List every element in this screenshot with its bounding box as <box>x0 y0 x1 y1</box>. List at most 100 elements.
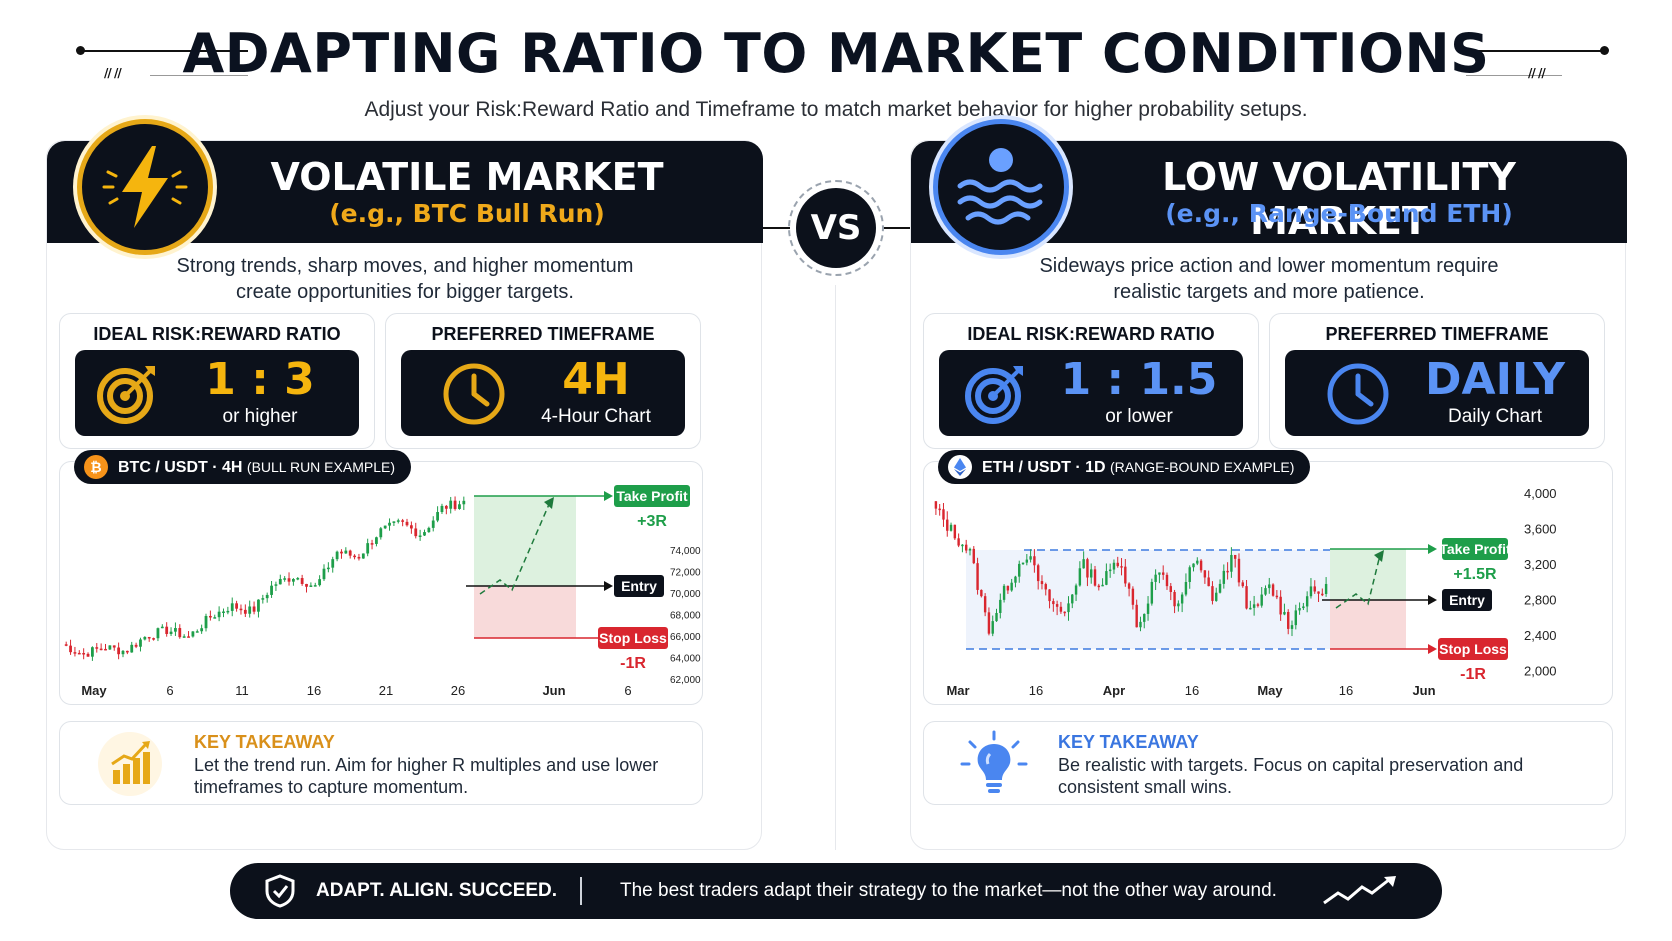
candle-body <box>414 528 418 537</box>
candle-body <box>274 584 278 586</box>
candle-body <box>147 636 151 639</box>
y-tick-label: 68,000 <box>670 611 701 622</box>
candle-body <box>1268 584 1271 589</box>
low-vol-subtitle: (e.g., Range-Bound ETH) <box>1165 199 1513 228</box>
lightbulb-icon <box>960 730 1028 793</box>
candle-body <box>1071 594 1074 604</box>
candle-body <box>305 583 308 587</box>
take-profit-zone <box>1330 549 1406 600</box>
candle-body <box>287 578 291 582</box>
take-profit-label: Take Profit <box>1439 541 1511 557</box>
candle-body <box>208 615 212 618</box>
candle-body <box>383 525 387 529</box>
candle-body <box>1192 563 1195 568</box>
candle-body <box>191 631 195 637</box>
x-tick-label: 26 <box>451 683 465 698</box>
low-vol-panel: LOW VOLATILITY MARKET (e.g., Range-Bound… <box>910 119 1627 850</box>
candle-body <box>125 650 129 653</box>
candle-body <box>292 579 295 582</box>
projected-path <box>479 501 551 595</box>
candle-body <box>375 537 378 544</box>
volatile-takeaway-text: Let the trend run. Aim for higher R mult… <box>194 755 659 797</box>
candle-body <box>1279 596 1282 615</box>
candle-body <box>961 544 964 547</box>
candle-body <box>134 644 138 647</box>
panel-divider <box>835 285 836 850</box>
candle-body <box>261 598 265 600</box>
waves-icon-circle <box>933 119 1069 255</box>
lightning-icon <box>102 146 188 228</box>
eth-chart: 4,000 3,600 3,200 2,800 2,400 2,000 Mar 16 Apr 16… <box>934 486 1557 698</box>
x-tick-label: May <box>81 683 107 698</box>
take-profit-r: +3R <box>637 513 667 530</box>
x-tick-label: 6 <box>166 683 173 698</box>
candle-body <box>95 647 99 649</box>
candle-body <box>156 628 160 639</box>
candle-body <box>257 599 260 612</box>
candle-body <box>1324 583 1328 594</box>
candle-body <box>946 519 949 531</box>
y-tick-label: 4,000 <box>1524 486 1557 501</box>
candle-body <box>1264 588 1267 595</box>
volatile-timeframe-value: 4H <box>562 354 630 405</box>
low-vol-timeframe-note: Daily Chart <box>1448 406 1542 427</box>
volatile-description-line2: create opportunities for bigger targets. <box>236 281 574 303</box>
low-vol-timeframe-card: PREFERRED TIMEFRAME DAILY Daily Chart <box>1269 313 1605 449</box>
header-deco-thin-left <box>150 75 248 76</box>
candle-body <box>983 596 987 613</box>
candle-body <box>204 615 208 629</box>
btc-chart-card: ₿ BTC / USDT · 4H (BULL RUN EXAMPLE) 74,… <box>59 450 703 705</box>
candle-body <box>182 636 186 638</box>
candle-body <box>348 550 352 556</box>
y-tick-label: 2,400 <box>1524 628 1557 643</box>
candle-body <box>335 551 339 560</box>
low-vol-ratio-value: 1 : 1.5 <box>1060 354 1218 405</box>
candle-body <box>1283 611 1286 615</box>
vs-connector-right <box>882 227 910 229</box>
candle-body <box>1048 589 1051 602</box>
candle-body <box>86 653 90 657</box>
candle-body <box>1158 572 1161 575</box>
candle-body <box>401 520 405 522</box>
candle-body <box>1249 607 1252 610</box>
candle-body <box>108 645 112 650</box>
x-tick-label: Jun <box>542 683 565 698</box>
candle-body <box>160 626 164 629</box>
x-tick-label: Apr <box>1103 683 1125 698</box>
candle-body <box>953 524 957 539</box>
x-tick-label: 21 <box>379 683 393 698</box>
candle-body <box>91 647 94 657</box>
volatile-description: Strong trends, sharp moves, and higher m… <box>47 253 763 305</box>
candle-body <box>995 612 998 622</box>
candle-body <box>1207 577 1210 587</box>
low-vol-ratio-label: IDEAL RISK:REWARD RATIO <box>967 324 1215 344</box>
candle-body <box>296 578 300 580</box>
candle-body <box>1018 563 1021 577</box>
footer-text: The best traders adapt their strategy to… <box>620 880 1277 901</box>
y-tick-label: 3,600 <box>1524 522 1557 537</box>
footer-bar: ADAPT. ALIGN. SUCCEED. The best traders … <box>230 863 1442 919</box>
candle-body <box>1006 585 1010 591</box>
header-deco-slashes-left: // // <box>104 66 122 80</box>
volatile-subtitle: (e.g., BTC Bull Run) <box>329 199 605 228</box>
entry-arrow <box>1428 595 1437 605</box>
candle-body <box>1090 569 1093 578</box>
candle-body <box>976 563 979 590</box>
candle-body <box>1169 586 1172 592</box>
candle-body <box>1313 586 1316 592</box>
candle-body <box>1321 593 1324 596</box>
y-tick-label: 3,200 <box>1524 557 1557 572</box>
candle-body <box>405 521 409 526</box>
target-icon <box>965 366 1023 424</box>
candle-body <box>1196 560 1199 564</box>
candle-body <box>1260 594 1263 606</box>
entry-label: Entry <box>621 578 657 594</box>
footer-motto: ADAPT. ALIGN. SUCCEED. <box>316 880 558 901</box>
header-deco-slashes-right: // // <box>1528 66 1546 80</box>
candle-body <box>431 520 435 528</box>
candle-body <box>968 548 972 551</box>
candle-body <box>174 628 177 632</box>
volatile-timeframe-box: 4H 4-Hour Chart <box>401 350 685 436</box>
candle-body <box>1233 554 1237 559</box>
candle-body <box>1275 595 1279 598</box>
